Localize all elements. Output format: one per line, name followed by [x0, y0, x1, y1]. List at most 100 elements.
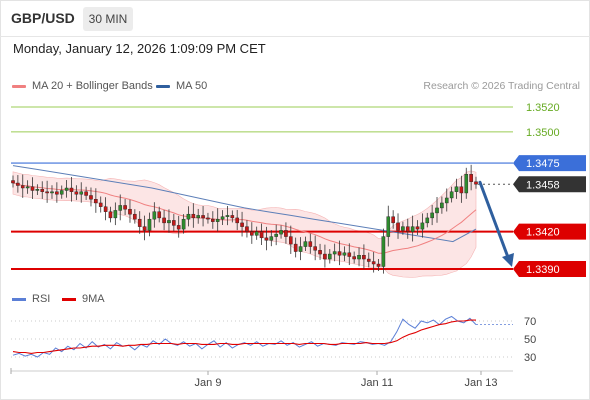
- candle-body: [147, 218, 152, 231]
- candle-body: [444, 197, 449, 204]
- candle-body: [308, 241, 313, 247]
- level-tag-pivot: [513, 155, 586, 172]
- candle-body: [240, 222, 244, 227]
- candle-body: [352, 256, 356, 260]
- legend-ma20: MA 20 + Bollinger Bands: [12, 80, 153, 92]
- candle-body: [430, 212, 434, 219]
- candle-body: [264, 237, 269, 241]
- candle-body: [396, 222, 400, 231]
- candle-body: [303, 241, 308, 247]
- level-label-pivot: 1.3475: [526, 158, 560, 170]
- candle-body: [103, 206, 108, 212]
- level-label-support-1: 1.3420: [526, 227, 560, 239]
- ma50-legend-label: MA 50: [176, 80, 208, 92]
- level-label-support-2: 1.3390: [526, 264, 560, 276]
- rsi-level-label-30: 30: [524, 352, 536, 364]
- x-tick-label: Jan 11: [361, 377, 393, 389]
- candle-body: [94, 199, 98, 204]
- candle-body: [337, 251, 342, 256]
- candle-body: [142, 226, 147, 231]
- header-divider: [0, 36, 590, 37]
- candle-body: [186, 213, 191, 220]
- legend-ma50: MA 50: [156, 80, 207, 92]
- candle-body: [293, 243, 298, 252]
- candle-body: [342, 252, 347, 256]
- rsi-swatch: [12, 297, 26, 301]
- candle-body: [11, 180, 15, 184]
- projection-arrow-shaft: [478, 180, 511, 262]
- candle-body: [313, 246, 317, 251]
- candle-body: [469, 174, 473, 182]
- candle-body: [211, 218, 215, 222]
- ma20-line: [12, 182, 477, 254]
- candle-body: [118, 205, 123, 211]
- candle-body: [435, 207, 439, 214]
- candle-body: [157, 211, 162, 219]
- symbol-label: GBP/USD: [11, 10, 75, 26]
- candle-body: [362, 255, 366, 260]
- candle-body: [289, 236, 293, 245]
- timeframe-button[interactable]: 30 MIN: [83, 7, 133, 31]
- candle-body: [133, 213, 137, 220]
- level-label-resistance-1: 1.3500: [526, 127, 560, 139]
- candle-body: [137, 218, 142, 227]
- candle-body: [371, 261, 376, 265]
- candle-body: [259, 231, 264, 239]
- candle-body: [128, 208, 132, 215]
- candle-body: [59, 190, 64, 195]
- ma50-swatch: [156, 84, 170, 88]
- candle-body: [84, 191, 88, 196]
- candle-body: [152, 211, 157, 220]
- candle-body: [196, 215, 201, 219]
- bollinger-band: [12, 170, 477, 278]
- candle-body: [206, 217, 210, 220]
- candle-body: [347, 252, 352, 257]
- candle-body: [254, 231, 259, 236]
- candle-body: [113, 210, 118, 219]
- candle-body: [401, 226, 405, 231]
- candle-body: [74, 191, 79, 195]
- candle-body: [123, 205, 127, 210]
- candles: [11, 164, 478, 274]
- candle-body: [459, 186, 464, 194]
- candle-body: [366, 258, 371, 262]
- candle-body: [176, 225, 181, 230]
- rsi-legend-label: RSI: [32, 293, 51, 305]
- legend-rsi: RSI: [12, 293, 50, 305]
- candle-body: [40, 189, 45, 192]
- candle-body: [181, 218, 186, 230]
- candle-body: [405, 226, 410, 232]
- candle-body: [464, 174, 469, 194]
- candle-body: [230, 215, 235, 219]
- candle-body: [449, 191, 454, 199]
- candle-body: [220, 216, 225, 220]
- credit-text: Research © 2026 Trading Central: [423, 80, 580, 92]
- candle-body: [420, 222, 425, 230]
- level-tag-support-1: [513, 223, 586, 240]
- candle-body: [45, 191, 49, 194]
- candle-body: [279, 230, 283, 235]
- candle-body: [376, 263, 381, 267]
- candle-body: [55, 191, 59, 195]
- candle-body: [391, 216, 395, 224]
- candle-body: [410, 226, 415, 232]
- candle-body: [16, 182, 20, 186]
- candle-body: [425, 217, 430, 224]
- candle-body: [215, 218, 220, 222]
- candle-body: [25, 186, 30, 189]
- rsi-ma9-line: [12, 319, 476, 354]
- candle-body: [79, 191, 84, 195]
- rsi-line: [12, 315, 477, 358]
- ma50-line: [12, 165, 477, 243]
- candle-body: [201, 215, 205, 219]
- candle-body: [98, 202, 103, 207]
- candle-body: [474, 181, 478, 185]
- rsi-level-label-70: 70: [524, 316, 536, 328]
- projection-arrow-head: [502, 253, 514, 267]
- level-label-resistance-2: 1.3520: [526, 102, 560, 114]
- candle-body: [440, 202, 444, 209]
- candle-body: [454, 186, 459, 192]
- candle-body: [235, 217, 239, 224]
- candle-body: [20, 185, 25, 189]
